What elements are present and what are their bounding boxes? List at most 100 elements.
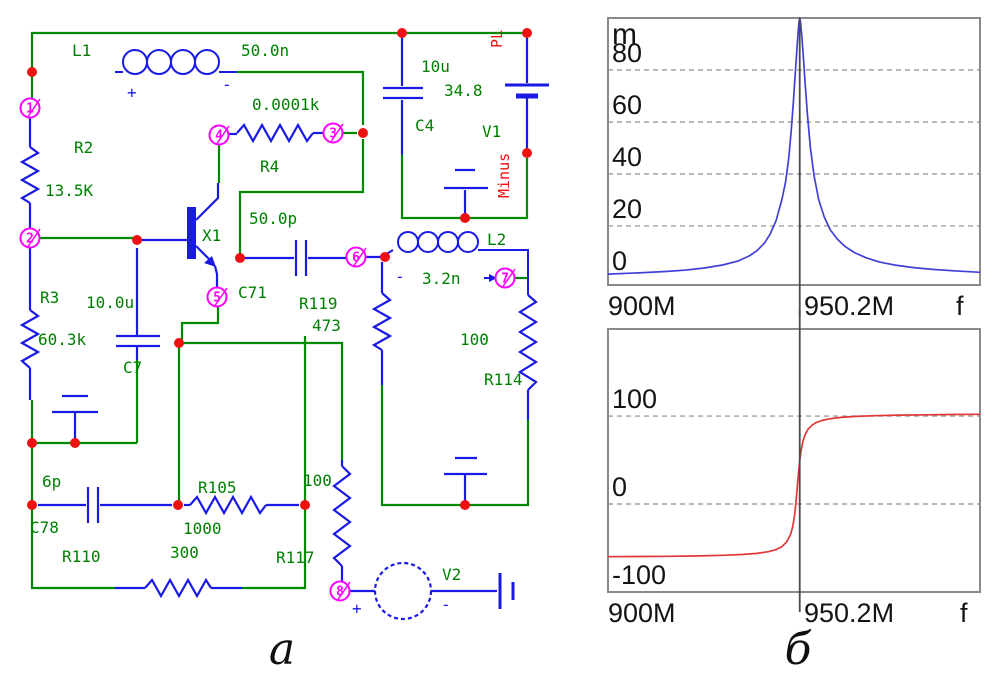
node-circle (206, 286, 228, 308)
junction-dot (460, 500, 470, 510)
inductor-L1 (115, 49, 237, 75)
node-circle (329, 580, 351, 602)
emitter-arrow (204, 256, 216, 267)
schematic-label-Minus-label: Minus (495, 153, 513, 198)
junction-dot (70, 438, 80, 448)
schematic-components (19, 35, 549, 621)
node-marker-8: 8 (329, 580, 351, 602)
schematic-label-V2-plus: + (352, 599, 362, 618)
schematic-label-L1-minus: - (222, 75, 232, 94)
resistor-R110 (115, 577, 242, 599)
plot-border (607, 17, 981, 286)
resistor-R117 (332, 460, 352, 581)
zigzag (19, 146, 41, 204)
ground-symbol-left (52, 394, 98, 443)
xtick-label: 950.2M (804, 291, 894, 321)
plates (116, 248, 160, 360)
schematic-label-X1-name: X1 (202, 226, 221, 245)
ground-bars (444, 168, 488, 218)
junction-dot (522, 148, 532, 158)
resistor-R105 (184, 494, 299, 516)
plot-output-magnitude-vs-frequency: 80 60 40 20 0 900M 950.2M f m (607, 17, 981, 321)
schematic-label-R117-value: 100 (303, 471, 332, 490)
node-circle (322, 122, 344, 144)
caption-plots: б (784, 624, 812, 675)
junction-dot (132, 235, 142, 245)
coil (122, 49, 148, 75)
junction-dot (174, 338, 184, 348)
ytick-label: 100 (612, 384, 657, 414)
xtick-label: f (956, 291, 964, 321)
node-number: 6 (352, 251, 360, 266)
schematic-label-L2-name: L2 (487, 230, 506, 249)
transistor-X1 (139, 183, 220, 287)
ground-symbol-v2 (498, 573, 515, 609)
emitter-lead (213, 265, 219, 287)
coil (397, 231, 419, 253)
schematic-label-R114-name: R114 (484, 370, 523, 389)
xtick-label: f (960, 598, 968, 628)
node-circle (208, 124, 230, 146)
plates (38, 487, 172, 523)
analysis-plots: 80 60 40 20 0 900M 950.2M f m 100 0 -100 900M 950.2M f (607, 17, 981, 628)
junction-dot (358, 128, 368, 138)
junction-dot (300, 500, 310, 510)
schematic-wires (30, 31, 530, 590)
node-circle (19, 97, 41, 119)
capacitor-C7 (116, 248, 160, 360)
schematic-label-C4-value: 10u (421, 57, 450, 76)
schematic-label-R105-value: 1000 (183, 519, 222, 538)
schematic-label-C4-name: C4 (415, 116, 434, 135)
schematic-label-L1-name: L1 (72, 41, 91, 60)
schematic-label-C7-value: 10.0u (86, 293, 134, 312)
schematic-labels: L1 50.0n + - R2 13.5K 0.0001k R4 50.0p X1 C71 R119 4… (30, 30, 523, 618)
zigzag (236, 122, 314, 144)
resistor-R2 (19, 118, 41, 228)
schematic-label-PL-label: PL (488, 30, 506, 48)
ground-bars (444, 456, 487, 505)
zigzag (189, 494, 267, 516)
resistor-R114 (517, 294, 539, 420)
wire-bottom-right (242, 505, 307, 590)
ground-symbol-c4loop (444, 168, 488, 218)
node-marker-7: 7 (494, 267, 516, 289)
wire-emitter-net (179, 341, 344, 460)
node-number: 4 (215, 129, 223, 144)
zigzag (371, 292, 393, 351)
schematic-label-R110-value: 300 (170, 543, 199, 562)
plot-border (607, 328, 981, 593)
wire-l1-to-node3 (237, 70, 365, 125)
curve-magnitude (607, 17, 981, 275)
resistor-R3 (19, 248, 41, 400)
plot-output-phase-vs-frequency: 100 0 -100 900M 950.2M f (607, 310, 981, 628)
schematic-label-C7-name: C7 (123, 358, 142, 377)
schematic-label-L1-value: 50.0n (241, 41, 289, 60)
schematic-label-L2-value: 3.2n (422, 269, 461, 288)
ground-symbol-r114box (444, 456, 487, 505)
schematic-label-R3-name: R3 (40, 288, 59, 307)
zigzag (517, 294, 539, 391)
schematic-label-R110-name: R110 (62, 547, 101, 566)
current-arrow (489, 274, 497, 282)
schematic-label-C78-value: 6p (42, 472, 61, 491)
collector (195, 183, 220, 221)
wire-node3-down (238, 139, 365, 258)
plates (240, 240, 381, 276)
node-number: 3 (329, 127, 337, 142)
schematic-label-R105-name: R105 (198, 478, 237, 497)
junction-dot (235, 253, 245, 263)
coil (417, 231, 439, 253)
schematic-label-L1-plus: + (127, 83, 137, 102)
coil (194, 49, 220, 75)
coil (146, 49, 172, 75)
schematic-node-markers: 1 2 3 4 5 6 7 8 (19, 97, 516, 602)
xtick-label: 950.2M (804, 598, 894, 628)
schematic-label-C71-name: C71 (238, 283, 267, 302)
node-number: 1 (26, 102, 34, 117)
junction-dot (522, 28, 532, 38)
schematic-label-V1-name: V1 (482, 122, 501, 141)
node-number: 7 (501, 272, 509, 287)
ytick-label: 40 (612, 142, 642, 172)
